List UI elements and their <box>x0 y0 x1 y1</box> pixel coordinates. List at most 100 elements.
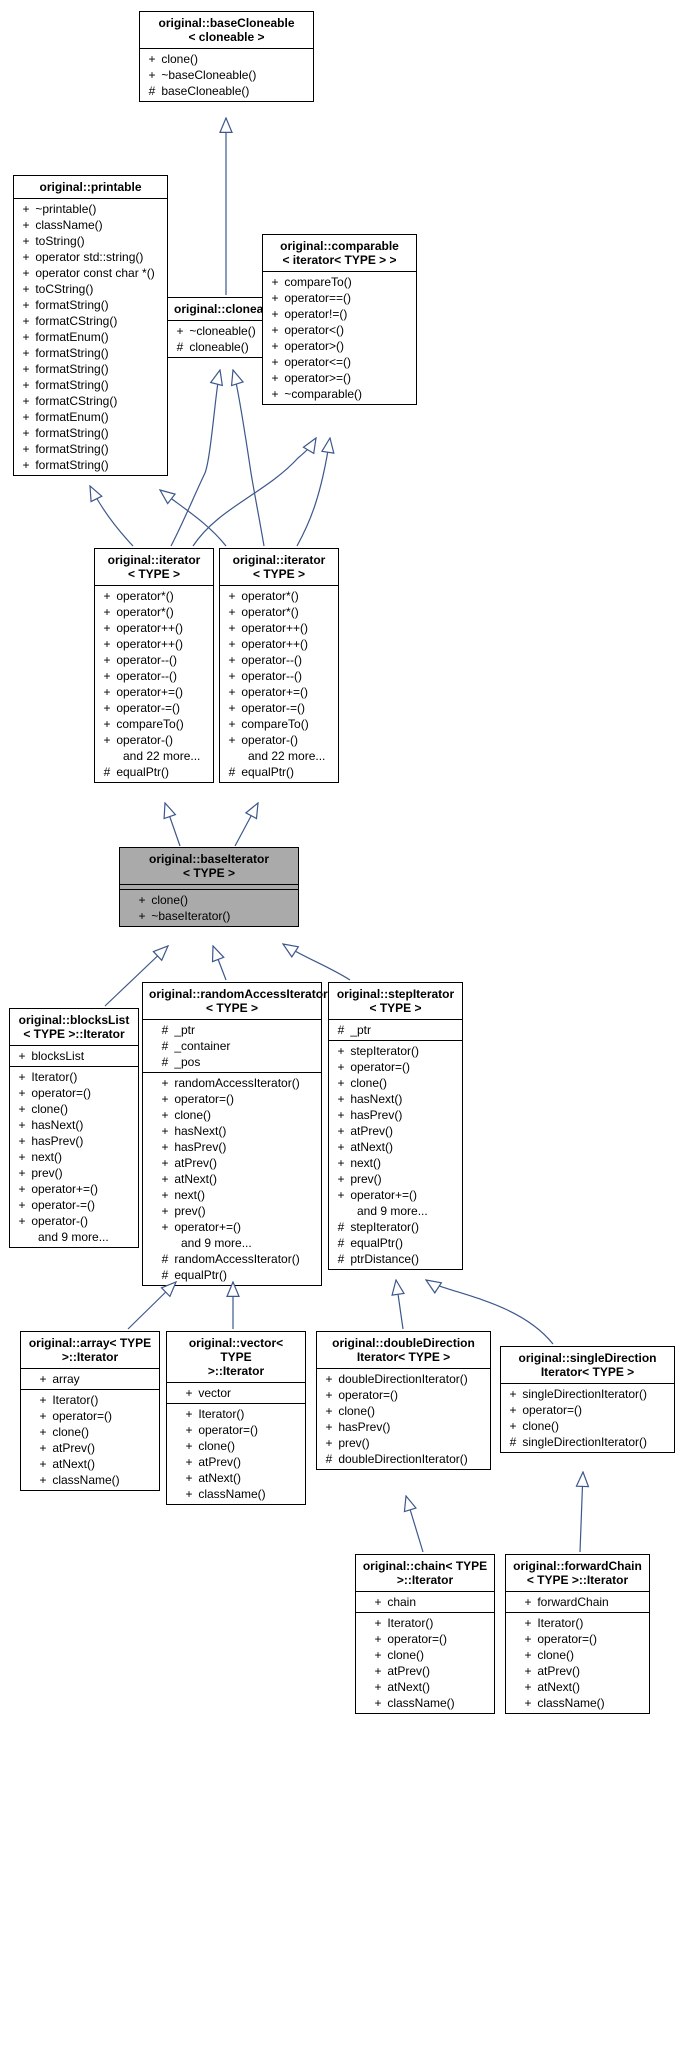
class-member: + operator std::string() <box>14 249 167 265</box>
class-node-baseCloneable[interactable]: original::baseCloneable < cloneable >+ c… <box>139 11 314 102</box>
class-member: + atNext() <box>167 1470 305 1486</box>
class-node-arrayIterator[interactable]: original::array< TYPE >::Iterator+ array… <box>20 1331 160 1491</box>
class-member: + clone() <box>120 892 298 908</box>
class-member: + formatString() <box>14 441 167 457</box>
class-member: + operator<() <box>263 322 416 338</box>
class-member: + blocksList <box>10 1048 138 1064</box>
class-member: + formatCString() <box>14 313 167 329</box>
class-member: + formatString() <box>14 361 167 377</box>
class-member: + prev() <box>317 1435 490 1451</box>
member-section: + randomAccessIterator()+ operator=()+ c… <box>143 1073 321 1285</box>
class-member: + formatEnum() <box>14 409 167 425</box>
class-member: + atPrev() <box>356 1663 494 1679</box>
member-section: + blocksList <box>10 1046 138 1067</box>
class-member: + operator*() <box>95 604 213 620</box>
class-member: + ~comparable() <box>263 386 416 402</box>
class-member: + clone() <box>21 1424 159 1440</box>
class-title: original::chain< TYPE >::Iterator <box>356 1555 494 1592</box>
class-node-stepIterator[interactable]: original::stepIterator < TYPE ># _ptr+ s… <box>328 982 463 1270</box>
class-member: + clone() <box>329 1075 462 1091</box>
class-member: + className() <box>167 1486 305 1502</box>
class-title: original::doubleDirection Iterator< TYPE… <box>317 1332 490 1369</box>
class-member: + hasPrev() <box>329 1107 462 1123</box>
class-member: # equalPtr() <box>143 1267 321 1283</box>
class-member: # stepIterator() <box>329 1219 462 1235</box>
class-member: + className() <box>356 1695 494 1711</box>
class-member: + ~baseIterator() <box>120 908 298 924</box>
class-member: + operator-() <box>10 1213 138 1229</box>
class-member: + formatString() <box>14 345 167 361</box>
class-member: + className() <box>506 1695 649 1711</box>
class-member: + operator=() <box>506 1631 649 1647</box>
member-section: + Iterator()+ operator=()+ clone()+ atPr… <box>506 1613 649 1713</box>
class-member: + operator--() <box>220 668 338 684</box>
class-member: + clone() <box>506 1647 649 1663</box>
member-section: + Iterator()+ operator=()+ clone()+ hasN… <box>10 1067 138 1247</box>
class-member: + ~baseCloneable() <box>140 67 313 83</box>
class-node-doubleDirectionIterator[interactable]: original::doubleDirection Iterator< TYPE… <box>316 1331 491 1470</box>
member-section: # _ptr <box>329 1020 462 1041</box>
class-member: + clone() <box>356 1647 494 1663</box>
class-member: + singleDirectionIterator() <box>501 1386 674 1402</box>
class-node-vectorIterator[interactable]: original::vector< TYPE >::Iterator+ vect… <box>166 1331 306 1505</box>
class-node-blocksList[interactable]: original::blocksList < TYPE >::Iterator+… <box>9 1008 139 1248</box>
class-member: + atNext() <box>506 1679 649 1695</box>
class-node-printable[interactable]: original::printable+ ~printable()+ class… <box>13 175 168 476</box>
inheritance-edge <box>213 946 226 980</box>
class-member: + stepIterator() <box>329 1043 462 1059</box>
class-member: + operator=() <box>10 1085 138 1101</box>
member-section: + operator*()+ operator*()+ operator++()… <box>220 586 338 782</box>
class-member: # _pos <box>143 1054 321 1070</box>
class-member: + formatString() <box>14 457 167 473</box>
class-member: + formatString() <box>14 425 167 441</box>
class-member: # ptrDistance() <box>329 1251 462 1267</box>
class-member: and 9 more... <box>10 1229 138 1245</box>
member-section: + Iterator()+ operator=()+ clone()+ atPr… <box>167 1404 305 1504</box>
class-node-singleDirectionIterator[interactable]: original::singleDirection Iterator< TYPE… <box>500 1346 675 1453</box>
class-member: + operator!=() <box>263 306 416 322</box>
class-member: + operator>=() <box>263 370 416 386</box>
class-member: + next() <box>329 1155 462 1171</box>
inheritance-edge <box>128 1282 176 1329</box>
class-member: + operator++() <box>220 636 338 652</box>
class-member: + operator+=() <box>95 684 213 700</box>
inheritance-edge <box>297 438 330 546</box>
member-section: + array <box>21 1369 159 1390</box>
class-member: + atPrev() <box>167 1454 305 1470</box>
class-member: + Iterator() <box>356 1615 494 1631</box>
inheritance-edge <box>396 1280 403 1329</box>
class-member: + ~printable() <box>14 201 167 217</box>
class-node-iterator1[interactable]: original::iterator < TYPE >+ operator*()… <box>94 548 214 783</box>
class-member: + prev() <box>143 1203 321 1219</box>
class-member: + formatEnum() <box>14 329 167 345</box>
class-node-iterator2[interactable]: original::iterator < TYPE >+ operator*()… <box>219 548 339 783</box>
member-section: + stepIterator()+ operator=()+ clone()+ … <box>329 1041 462 1269</box>
class-member: + prev() <box>10 1165 138 1181</box>
class-node-chainIterator[interactable]: original::chain< TYPE >::Iterator+ chain… <box>355 1554 495 1714</box>
class-title: original::printable <box>14 176 167 199</box>
class-member: + atNext() <box>143 1171 321 1187</box>
class-title: original::baseIterator < TYPE > <box>120 848 298 885</box>
class-node-comparable[interactable]: original::comparable < iterator< TYPE > … <box>262 234 417 405</box>
class-node-baseIterator[interactable]: original::baseIterator < TYPE >+ clone()… <box>119 847 299 927</box>
class-member: + compareTo() <box>220 716 338 732</box>
class-node-randomAccessIterator[interactable]: original::randomAccessIterator < TYPE >#… <box>142 982 322 1286</box>
class-node-forwardChainIterator[interactable]: original::forwardChain < TYPE >::Iterato… <box>505 1554 650 1714</box>
class-title: original::blocksList < TYPE >::Iterator <box>10 1009 138 1046</box>
class-member: + compareTo() <box>95 716 213 732</box>
inheritance-edge <box>235 803 258 846</box>
class-title: original::randomAccessIterator < TYPE > <box>143 983 321 1020</box>
inheritance-edge <box>233 370 264 546</box>
class-member: + next() <box>143 1187 321 1203</box>
class-member: # _container <box>143 1038 321 1054</box>
member-section: + chain <box>356 1592 494 1613</box>
class-member: + operator+=() <box>329 1187 462 1203</box>
class-member: # baseCloneable() <box>140 83 313 99</box>
member-section: + operator*()+ operator*()+ operator++()… <box>95 586 213 782</box>
class-title: original::baseCloneable < cloneable > <box>140 12 313 49</box>
class-title: original::iterator < TYPE > <box>220 549 338 586</box>
class-member: + hasNext() <box>143 1123 321 1139</box>
inheritance-edge <box>90 486 133 546</box>
class-member: + operator*() <box>95 588 213 604</box>
class-member: + operator*() <box>220 588 338 604</box>
